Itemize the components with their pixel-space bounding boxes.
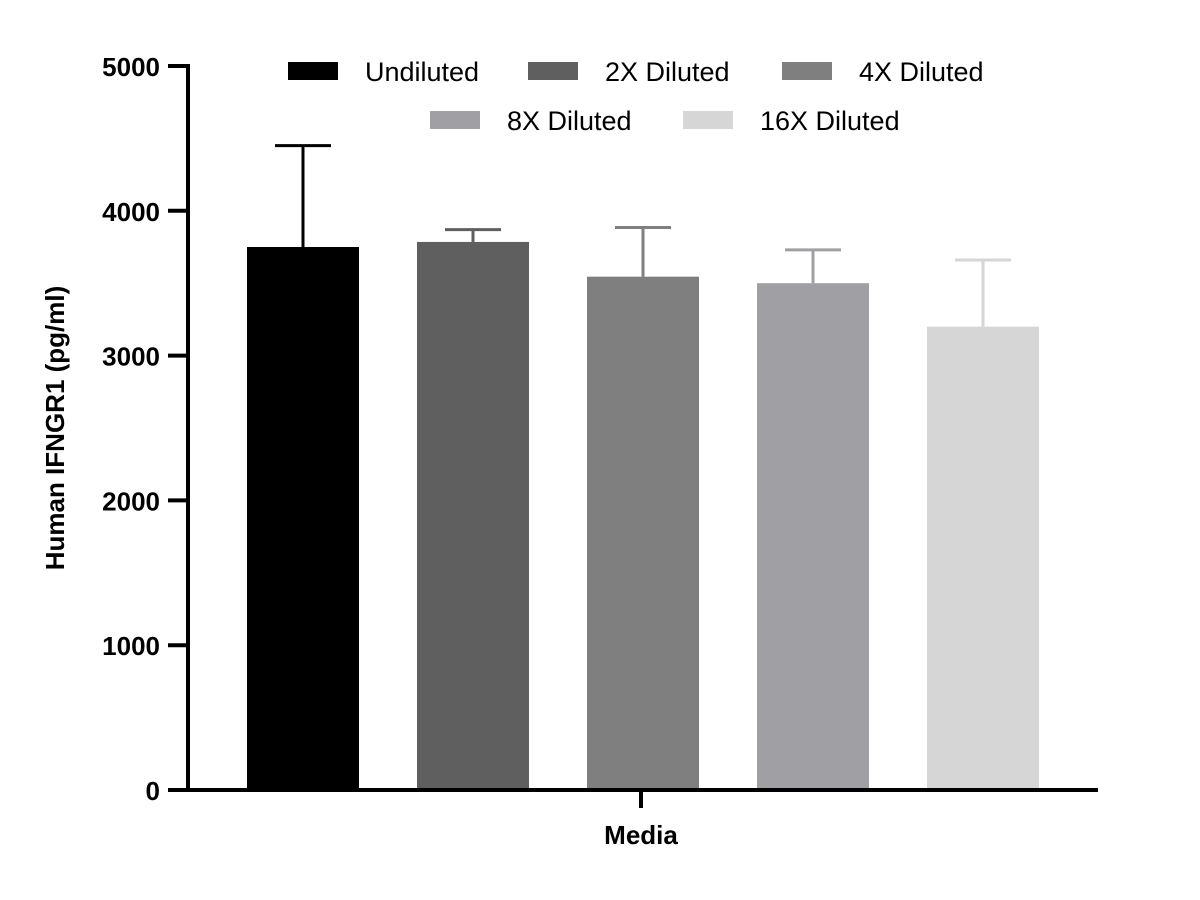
bar <box>927 326 1039 790</box>
legend-swatch <box>782 62 832 80</box>
legend-label: Undiluted <box>365 57 479 87</box>
legend-label: 2X Diluted <box>605 57 730 87</box>
legend-label: 16X Diluted <box>760 106 900 136</box>
bar <box>757 283 869 790</box>
legend-swatch <box>683 111 733 129</box>
legend-swatch <box>288 62 338 80</box>
legend-swatch <box>528 62 578 80</box>
y-tick-label: 1000 <box>102 631 160 661</box>
x-axis-category-label: Media <box>604 820 678 850</box>
y-tick-label: 0 <box>146 776 160 806</box>
bar <box>587 276 699 791</box>
y-tick-label: 3000 <box>102 342 160 372</box>
y-tick-label: 4000 <box>102 197 160 227</box>
y-tick-label: 5000 <box>102 52 160 82</box>
legend: Undiluted 2X Diluted 4X Diluted 8X Diluted 1… <box>288 57 984 136</box>
y-axis-title: Human IFNGR1 (pg/ml) <box>40 286 70 571</box>
y-tick-label: 2000 <box>102 486 160 516</box>
legend-label: 8X Diluted <box>507 106 632 136</box>
error-bars <box>275 144 1011 327</box>
y-axis-ticks: 0 1000 2000 3000 4000 5000 <box>102 52 188 806</box>
bar <box>247 247 359 790</box>
legend-swatch <box>430 111 480 129</box>
legend-label: 4X Diluted <box>859 57 984 87</box>
bar <box>417 241 529 790</box>
bars <box>247 241 1039 791</box>
